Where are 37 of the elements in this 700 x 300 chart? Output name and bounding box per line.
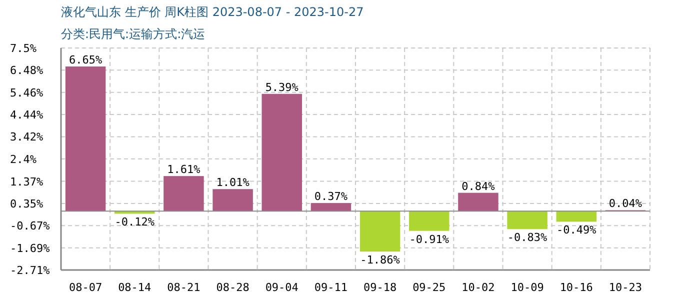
x-tick-label: 08-07 — [68, 281, 102, 294]
x-tick-label: 08-28 — [216, 281, 250, 294]
y-tick-label: 6.48% — [10, 64, 44, 78]
data-label: -0.91% — [409, 232, 450, 246]
y-tick-label: -1.69% — [10, 242, 50, 255]
data-label: -0.12% — [114, 216, 155, 229]
data-label: 0.37% — [314, 190, 348, 204]
y-tick-label: -2.71% — [10, 264, 50, 277]
x-tick-label: 10-16 — [560, 281, 593, 294]
chart-title: 液化气山东 生产价 周K柱图 2023-08-07 - 2023-10-27 — [61, 5, 364, 19]
x-tick-label: 09-04 — [265, 281, 299, 294]
data-label: 5.39% — [265, 80, 299, 94]
data-label: 6.65% — [68, 53, 102, 66]
x-tick-label: 10-09 — [510, 281, 544, 294]
data-label: 0.84% — [462, 180, 496, 193]
y-tick-label: 4.44% — [10, 108, 44, 122]
y-tick-label: 5.46% — [10, 86, 44, 100]
y-tick-label: -0.67% — [10, 220, 50, 233]
x-tick-label: 10-02 — [462, 281, 495, 294]
data-label: -0.49% — [556, 224, 597, 237]
data-label: -0.83% — [507, 231, 548, 244]
y-tick-label: 2.4% — [10, 152, 37, 166]
data-label: -1.86% — [360, 254, 400, 267]
x-tick-label: 09-18 — [363, 281, 397, 294]
x-tick-label: 08-14 — [118, 281, 152, 294]
y-tick-label: 3.42% — [10, 130, 44, 144]
chart-subtitle: 分类:民用气:运输方式:汽运 — [61, 27, 206, 41]
x-tick-label: 10-23 — [608, 281, 642, 294]
x-tick-label: 08-21 — [167, 281, 200, 294]
data-label: 0.04% — [608, 197, 642, 210]
x-tick-label: 09-11 — [314, 281, 348, 294]
y-tick-label: 1.37% — [10, 175, 44, 188]
data-label: 1.61% — [167, 163, 201, 176]
y-tick-label: 7.5% — [10, 42, 37, 55]
y-tick-label: 0.35% — [10, 197, 44, 210]
x-tick-label: 09-25 — [412, 281, 446, 294]
data-label: 1.01% — [216, 176, 250, 190]
